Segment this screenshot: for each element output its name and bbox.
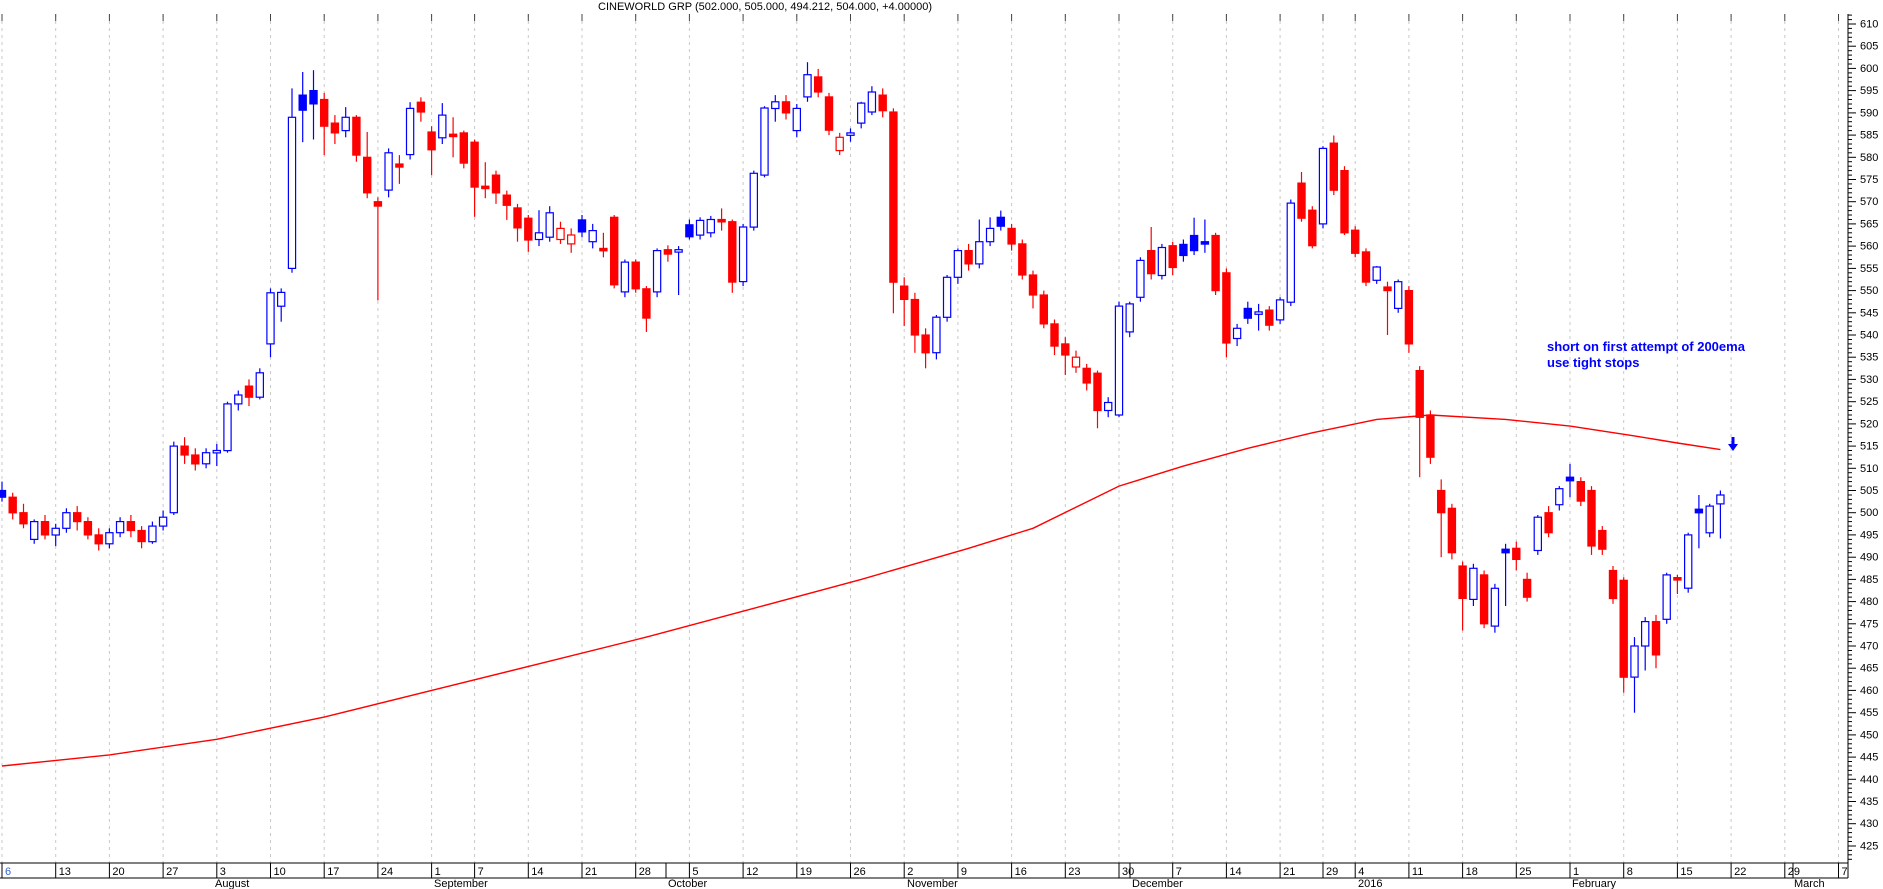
svg-text:28: 28 xyxy=(639,866,651,878)
svg-text:6: 6 xyxy=(5,866,11,878)
svg-text:30: 30 xyxy=(1122,866,1134,878)
trade-note: short on first attempt of 200ema use tig… xyxy=(1547,339,1745,371)
svg-text:585: 585 xyxy=(1860,130,1878,142)
svg-text:605: 605 xyxy=(1860,41,1878,53)
trade-note-line1: short on first attempt of 200ema xyxy=(1547,339,1745,354)
svg-text:March: March xyxy=(1794,878,1825,889)
svg-text:10: 10 xyxy=(274,866,286,878)
svg-text:11: 11 xyxy=(1412,866,1423,878)
svg-text:580: 580 xyxy=(1860,152,1878,164)
svg-text:14: 14 xyxy=(1229,866,1241,878)
svg-text:4: 4 xyxy=(1358,866,1364,878)
svg-text:490: 490 xyxy=(1860,552,1878,564)
svg-text:21: 21 xyxy=(585,866,597,878)
svg-text:13: 13 xyxy=(59,866,71,878)
svg-text:7: 7 xyxy=(1842,866,1848,878)
svg-text:29: 29 xyxy=(1326,866,1338,878)
svg-text:550: 550 xyxy=(1860,285,1878,297)
svg-text:21: 21 xyxy=(1283,866,1295,878)
svg-text:530: 530 xyxy=(1860,374,1878,386)
svg-text:560: 560 xyxy=(1860,241,1878,253)
svg-text:545: 545 xyxy=(1860,307,1878,319)
svg-text:445: 445 xyxy=(1860,752,1878,764)
svg-text:February: February xyxy=(1572,878,1617,889)
svg-text:7: 7 xyxy=(1176,866,1182,878)
svg-text:430: 430 xyxy=(1860,818,1878,830)
svg-text:2: 2 xyxy=(907,866,913,878)
svg-text:500: 500 xyxy=(1860,507,1878,519)
svg-text:14: 14 xyxy=(531,866,543,878)
svg-text:520: 520 xyxy=(1860,418,1878,430)
svg-text:465: 465 xyxy=(1860,663,1878,675)
svg-text:8: 8 xyxy=(1627,866,1633,878)
svg-text:525: 525 xyxy=(1860,396,1878,408)
svg-text:5: 5 xyxy=(692,866,698,878)
svg-text:2016: 2016 xyxy=(1358,878,1382,889)
svg-text:450: 450 xyxy=(1860,729,1878,741)
svg-text:7: 7 xyxy=(478,866,484,878)
svg-text:480: 480 xyxy=(1860,596,1878,608)
svg-text:3: 3 xyxy=(220,866,226,878)
svg-text:1: 1 xyxy=(1573,866,1579,878)
svg-text:9: 9 xyxy=(961,866,967,878)
svg-text:22: 22 xyxy=(1734,866,1746,878)
svg-text:15: 15 xyxy=(1680,866,1692,878)
svg-text:575: 575 xyxy=(1860,174,1878,186)
svg-text:515: 515 xyxy=(1860,441,1878,453)
svg-text:555: 555 xyxy=(1860,263,1878,275)
svg-text:18: 18 xyxy=(1466,866,1478,878)
svg-text:475: 475 xyxy=(1860,618,1878,630)
svg-text:October: October xyxy=(668,878,707,889)
svg-text:540: 540 xyxy=(1860,330,1878,342)
svg-text:590: 590 xyxy=(1860,107,1878,119)
svg-text:20: 20 xyxy=(112,866,124,878)
svg-text:435: 435 xyxy=(1860,796,1878,808)
svg-text:505: 505 xyxy=(1860,485,1878,497)
svg-text:17: 17 xyxy=(327,866,339,878)
svg-text:535: 535 xyxy=(1860,352,1878,364)
svg-text:495: 495 xyxy=(1860,529,1878,541)
sell-signal-arrow-icon xyxy=(1727,436,1739,452)
svg-text:600: 600 xyxy=(1860,63,1878,75)
svg-text:16: 16 xyxy=(1015,866,1027,878)
svg-text:440: 440 xyxy=(1860,774,1878,786)
svg-text:610: 610 xyxy=(1860,19,1878,31)
svg-text:25: 25 xyxy=(1519,866,1531,878)
svg-text:470: 470 xyxy=(1860,641,1878,653)
svg-text:23: 23 xyxy=(1068,866,1080,878)
svg-text:1: 1 xyxy=(435,866,441,878)
svg-text:485: 485 xyxy=(1860,574,1878,586)
svg-text:29: 29 xyxy=(1788,866,1800,878)
trade-note-line2: use tight stops xyxy=(1547,355,1640,370)
chart-title: CINEWORLD GRP (502.000, 505.000, 494.212… xyxy=(598,1,932,13)
svg-text:510: 510 xyxy=(1860,463,1878,475)
svg-text:September: September xyxy=(434,878,488,889)
svg-text:565: 565 xyxy=(1860,218,1878,230)
svg-text:12: 12 xyxy=(746,866,758,878)
svg-text:595: 595 xyxy=(1860,85,1878,97)
svg-text:19: 19 xyxy=(800,866,812,878)
svg-text:August: August xyxy=(215,878,249,889)
svg-text:425: 425 xyxy=(1860,841,1878,853)
svg-text:455: 455 xyxy=(1860,707,1878,719)
svg-text:460: 460 xyxy=(1860,685,1878,697)
svg-text:November: November xyxy=(907,878,958,889)
svg-text:24: 24 xyxy=(381,866,393,878)
svg-text:27: 27 xyxy=(166,866,178,878)
svg-text:26: 26 xyxy=(854,866,866,878)
svg-text:570: 570 xyxy=(1860,196,1878,208)
svg-text:December: December xyxy=(1132,878,1183,889)
